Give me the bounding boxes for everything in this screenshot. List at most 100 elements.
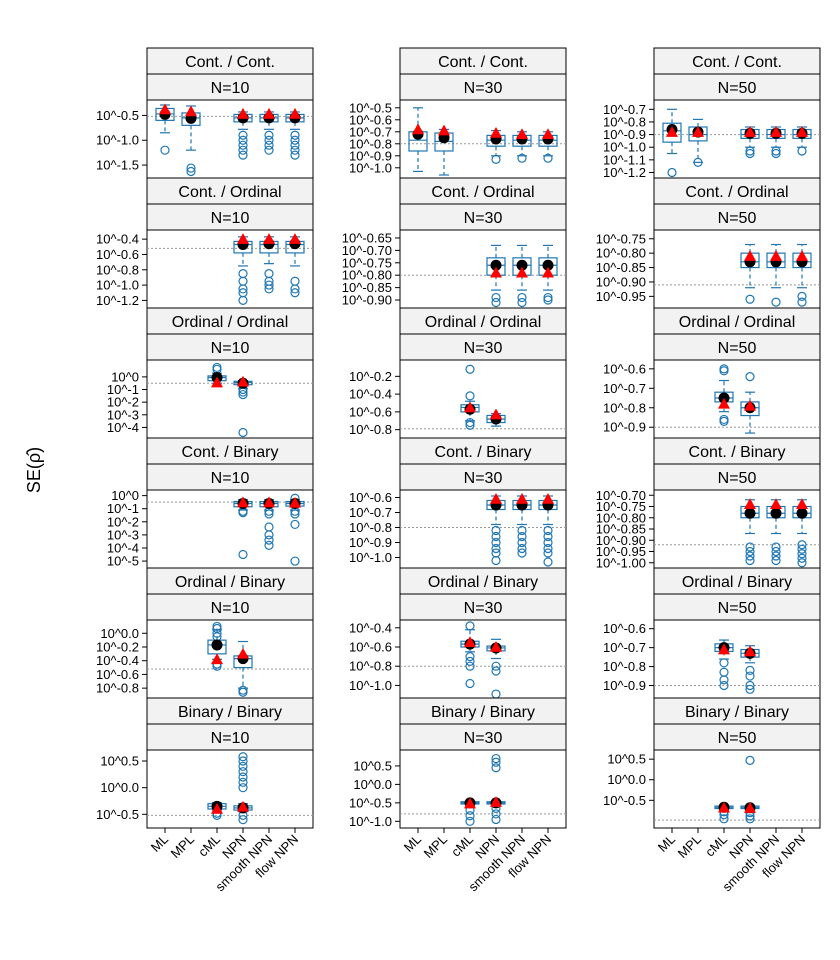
y-tick-label: 10^-0.90 bbox=[596, 274, 646, 289]
true-se-marker bbox=[490, 127, 502, 138]
outlier-point bbox=[719, 658, 729, 668]
true-se-marker bbox=[516, 266, 528, 278]
true-se-marker bbox=[744, 250, 756, 261]
outlier-point bbox=[745, 372, 755, 382]
outlier-point bbox=[491, 531, 501, 542]
outlier-point bbox=[771, 542, 781, 552]
panel: Cont. / Ordinal N=10 10^-1.210^-1.010^-0.8… bbox=[96, 177, 314, 309]
strip-n-bg bbox=[653, 463, 821, 491]
true-se-marker bbox=[412, 123, 424, 135]
outlier-point bbox=[543, 153, 553, 163]
outlier-point bbox=[212, 628, 222, 638]
y-tick-label: 10^-0.95 bbox=[596, 544, 646, 559]
outlier-point bbox=[264, 135, 274, 145]
y-tick-label: 10^-1.5 bbox=[96, 158, 139, 173]
outlier-point bbox=[745, 542, 755, 552]
outlier-point bbox=[238, 427, 248, 438]
true-se-marker bbox=[289, 233, 301, 244]
x-tick-label: MPL bbox=[675, 832, 705, 862]
y-tick-label: 10^-1.0 bbox=[96, 133, 139, 148]
outlier-point bbox=[543, 525, 553, 536]
strip-title-bg bbox=[653, 567, 821, 595]
outlier-point bbox=[290, 140, 300, 150]
y-tick-label: 10^-0.75 bbox=[596, 499, 646, 514]
x-tick-label: MPL bbox=[168, 832, 198, 862]
y-tick-label: 10^-0.9 bbox=[603, 420, 646, 435]
y-tick-label: 10^0 bbox=[111, 369, 139, 384]
plot-area bbox=[146, 619, 314, 699]
outlier-point bbox=[238, 145, 248, 155]
x-tick-label: cML bbox=[448, 832, 476, 860]
box-cml bbox=[207, 362, 227, 388]
true-se-marker bbox=[237, 107, 249, 119]
strip-title-bg bbox=[653, 177, 821, 205]
y-tick-label: 10^-0.8 bbox=[349, 659, 392, 674]
strip-title-bg bbox=[146, 307, 314, 335]
outlier-point bbox=[238, 389, 248, 400]
y-tick-label: 10^-0.8 bbox=[349, 520, 392, 535]
strip-n-bg bbox=[146, 723, 314, 751]
outlier-point bbox=[745, 814, 755, 824]
y-tick-label: 10^-0.6 bbox=[349, 640, 392, 655]
outlier-point bbox=[491, 809, 501, 819]
box-mpl bbox=[688, 118, 708, 167]
plot-area bbox=[399, 359, 567, 439]
box-smooth-npn bbox=[512, 128, 532, 163]
panel: Ordinal / Ordinal N=30 10^-0.8 10^-0.6 10^-0… bbox=[349, 307, 567, 439]
plot-area bbox=[146, 99, 314, 179]
strip-title-bg bbox=[146, 567, 314, 595]
box-npn bbox=[233, 640, 253, 697]
true-se-marker bbox=[796, 126, 808, 137]
strip-title: Cont. / Binary bbox=[435, 444, 532, 461]
outlier-point bbox=[290, 135, 300, 145]
outlier-point bbox=[797, 553, 807, 563]
outlier-point bbox=[543, 537, 553, 548]
outlier-point bbox=[517, 548, 527, 558]
y-tick-label: 10^-0.5 bbox=[349, 100, 392, 115]
box-mpl bbox=[181, 105, 201, 177]
outlier-point bbox=[745, 294, 755, 304]
outlier-point bbox=[491, 763, 501, 773]
true-se-marker bbox=[744, 126, 756, 137]
y-tick-label: 10^-0.85 bbox=[596, 522, 646, 537]
box-npn bbox=[740, 498, 760, 566]
strip-n-label: N=10 bbox=[211, 730, 250, 747]
outlier-point bbox=[491, 297, 501, 308]
y-tick-label: 10^-0.4 bbox=[96, 653, 139, 668]
strip-n-bg bbox=[653, 73, 821, 101]
outlier-point bbox=[771, 148, 781, 159]
y-tick-label: 10^-1.0 bbox=[349, 550, 392, 565]
strip-n-bg bbox=[399, 333, 567, 361]
box-cml bbox=[460, 621, 480, 689]
y-tick-label: 10^-3 bbox=[107, 527, 139, 542]
outlier-point bbox=[264, 535, 274, 545]
y-tick-label: 10^0.5 bbox=[100, 754, 139, 769]
box-cml bbox=[714, 801, 734, 824]
y-tick-label: 10^-1 bbox=[107, 382, 139, 397]
strip-title-bg bbox=[399, 307, 567, 335]
outlier-point bbox=[290, 288, 300, 298]
box-ml bbox=[155, 103, 175, 155]
strip-n-bg bbox=[146, 73, 314, 101]
y-tick-label: 10^-0.9 bbox=[603, 127, 646, 142]
true-se-marker bbox=[718, 397, 730, 409]
y-tick-label: 10^-0.5 bbox=[96, 108, 139, 123]
box-flow-npn bbox=[792, 243, 812, 307]
plot-area bbox=[399, 229, 567, 309]
box-npn bbox=[486, 244, 506, 308]
y-tick-label: 10^-0.7 bbox=[603, 640, 646, 655]
x-tick-label: cML bbox=[195, 832, 223, 860]
y-tick-label: 10^-0.6 bbox=[96, 247, 139, 262]
outlier-point bbox=[238, 284, 248, 294]
panel: Cont. / OrdinalN=3010^-0.9010^-0.8510^-0… bbox=[342, 177, 567, 309]
strip-n-label: N=50 bbox=[718, 340, 757, 357]
box-smooth-npn bbox=[259, 233, 279, 294]
true-se-marker bbox=[744, 399, 756, 411]
y-tick-label: 10^-0.4 bbox=[349, 387, 392, 402]
y-tick-label: 10^-0.7 bbox=[349, 505, 392, 520]
plot-area bbox=[146, 749, 314, 829]
strip-title: Cont. / Ordinal bbox=[431, 184, 534, 201]
panel-grid: Cont. / Cont.N=1010^-1.510^-1.010^-0.5Co… bbox=[96, 47, 821, 894]
outlier-point bbox=[264, 140, 274, 150]
box-npn bbox=[740, 645, 760, 694]
